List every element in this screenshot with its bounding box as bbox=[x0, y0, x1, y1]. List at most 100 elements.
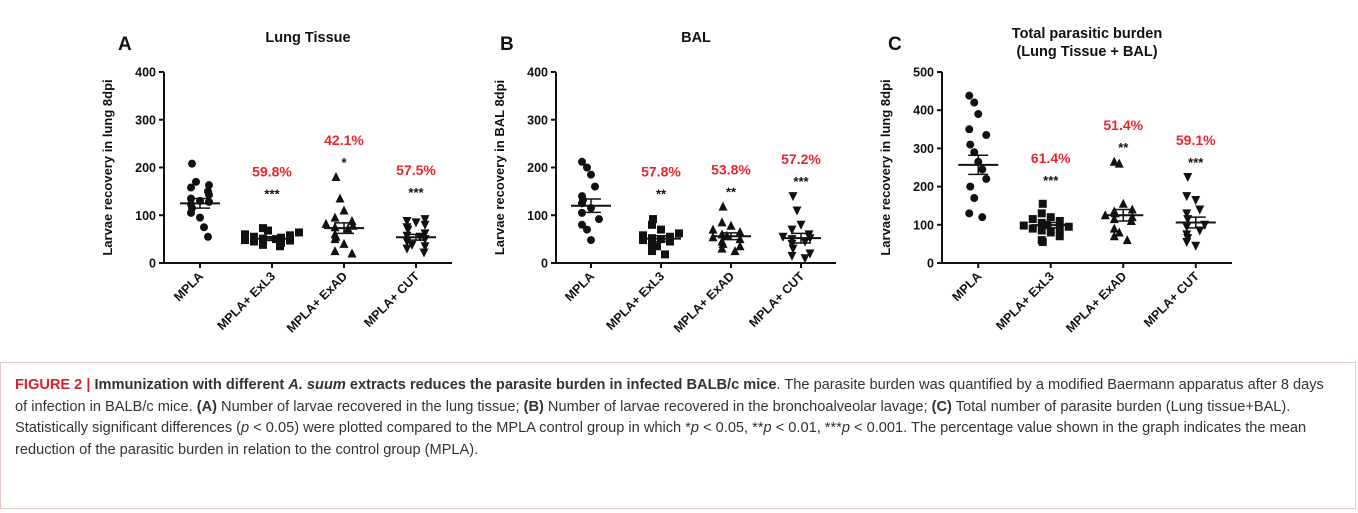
x-tick-label: MPLA+ ExL3 bbox=[214, 269, 278, 333]
data-point bbox=[717, 243, 727, 253]
data-point bbox=[1114, 227, 1124, 237]
chart-title: Lung Tissue bbox=[265, 30, 350, 46]
data-point bbox=[1182, 192, 1192, 202]
panel-letter: B bbox=[500, 34, 514, 55]
data-point bbox=[965, 91, 974, 100]
data-point bbox=[1195, 205, 1205, 215]
data-point bbox=[970, 148, 979, 157]
data-point bbox=[250, 237, 258, 246]
reduction-label: 59.1% bbox=[1176, 132, 1216, 148]
data-point bbox=[196, 213, 204, 222]
chart-title: (Lung Tissue + BAL) bbox=[1016, 44, 1157, 60]
data-point bbox=[639, 231, 647, 240]
data-point bbox=[982, 131, 991, 140]
data-point bbox=[978, 165, 987, 174]
data-point bbox=[1046, 228, 1055, 237]
reduction-label: 53.8% bbox=[711, 161, 751, 177]
data-point bbox=[402, 244, 412, 254]
reduction-label: 57.5% bbox=[396, 162, 436, 178]
reduction-label: 57.2% bbox=[781, 151, 821, 167]
chart-title: Total parasitic burden bbox=[1012, 26, 1162, 42]
chart-title: BAL bbox=[681, 30, 711, 46]
data-point bbox=[1118, 198, 1128, 208]
data-point bbox=[717, 217, 727, 227]
data-point bbox=[800, 237, 810, 247]
y-tick-label: 100 bbox=[527, 209, 548, 223]
data-point bbox=[587, 236, 595, 245]
data-point bbox=[708, 224, 718, 234]
data-point bbox=[661, 250, 669, 259]
data-point bbox=[192, 177, 200, 186]
data-point bbox=[578, 220, 586, 229]
data-point bbox=[583, 163, 591, 172]
x-tick-label: MPLA+ ExAD bbox=[671, 269, 737, 335]
data-point bbox=[259, 240, 267, 249]
data-point bbox=[578, 157, 586, 166]
data-point bbox=[587, 170, 595, 179]
data-point bbox=[970, 98, 979, 107]
data-point bbox=[787, 251, 797, 261]
reduction-label: 42.1% bbox=[324, 132, 364, 148]
data-point bbox=[1114, 158, 1124, 168]
significance-label: *** bbox=[1043, 173, 1059, 188]
significance-label: ** bbox=[726, 184, 737, 199]
data-point bbox=[787, 239, 797, 249]
y-tick-label: 400 bbox=[135, 66, 156, 80]
data-point bbox=[420, 242, 430, 252]
data-point bbox=[286, 236, 294, 245]
y-tick-label: 300 bbox=[913, 142, 934, 156]
data-point bbox=[595, 215, 603, 224]
reduction-label: 61.4% bbox=[1031, 150, 1071, 166]
y-tick-label: 100 bbox=[913, 218, 934, 232]
data-point bbox=[1019, 221, 1028, 230]
data-point bbox=[187, 183, 195, 192]
data-point bbox=[403, 225, 413, 235]
data-point bbox=[330, 246, 340, 256]
data-point bbox=[188, 159, 196, 168]
data-point bbox=[735, 226, 745, 236]
x-tick-label: MPLA+ ExAD bbox=[284, 269, 350, 335]
x-tick-label: MPLA bbox=[562, 269, 597, 304]
data-point bbox=[286, 231, 294, 240]
data-point bbox=[1055, 232, 1064, 241]
panel-letter: C bbox=[888, 34, 902, 55]
significance-label: ** bbox=[1118, 140, 1129, 155]
data-point bbox=[1038, 199, 1047, 208]
x-tick-label: MPLA bbox=[171, 269, 206, 304]
y-tick-label: 0 bbox=[541, 257, 548, 271]
data-point bbox=[1109, 231, 1119, 241]
data-point bbox=[259, 224, 267, 233]
data-point bbox=[1182, 237, 1192, 247]
data-point bbox=[591, 182, 599, 191]
data-point bbox=[205, 181, 213, 190]
data-point bbox=[411, 218, 421, 228]
data-point bbox=[1191, 241, 1201, 251]
y-tick-label: 500 bbox=[913, 66, 934, 80]
y-tick-label: 0 bbox=[927, 257, 934, 271]
data-point bbox=[735, 234, 745, 244]
data-point bbox=[666, 232, 674, 241]
data-point bbox=[792, 206, 802, 216]
data-point bbox=[1109, 223, 1119, 233]
y-tick-label: 0 bbox=[149, 257, 156, 271]
significance-label: *** bbox=[408, 185, 424, 200]
data-point bbox=[1183, 173, 1193, 183]
data-point bbox=[205, 190, 213, 199]
data-point bbox=[966, 182, 975, 191]
x-tick-label: MPLA+ ExL3 bbox=[993, 269, 1057, 333]
x-tick-label: MPLA+ CUT bbox=[361, 269, 422, 330]
x-tick-label: MPLA+ CUT bbox=[1141, 269, 1202, 330]
data-point bbox=[1109, 156, 1119, 166]
data-point bbox=[276, 242, 284, 251]
data-point bbox=[330, 234, 340, 244]
y-tick-label: 200 bbox=[135, 161, 156, 175]
significance-label: *** bbox=[1188, 155, 1204, 170]
data-point bbox=[407, 240, 417, 250]
reduction-label: 51.4% bbox=[1103, 117, 1143, 133]
data-point bbox=[1046, 213, 1055, 222]
data-point bbox=[339, 205, 349, 215]
data-point bbox=[796, 220, 806, 230]
data-point bbox=[726, 220, 736, 230]
caption-figure-label: FIGURE 2 | bbox=[15, 377, 91, 393]
y-tick-label: 400 bbox=[527, 66, 548, 80]
